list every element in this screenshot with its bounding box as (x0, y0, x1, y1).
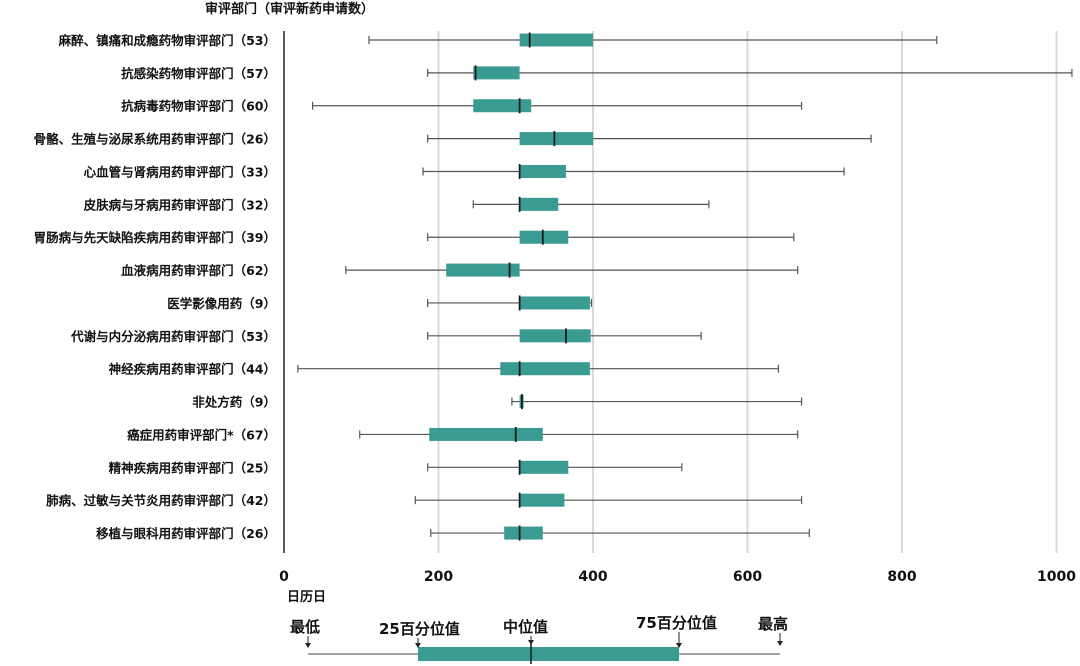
x-tick-label: 400 (578, 569, 607, 585)
box-plot-row (427, 229, 795, 245)
iqr-box (429, 427, 543, 441)
category-label: 神经疾病用药审评部门（44） (109, 362, 276, 377)
box-plot-row (430, 525, 810, 541)
category-label: 胃肠病与先天缺陷疾病用药审评部门（39） (34, 230, 276, 245)
legend-q3-label: 75百分位值 (636, 614, 717, 632)
category-label: 抗病毒药物审评部门（60） (121, 99, 276, 114)
category-label: 肺病、过敏与关节炎用药审评部门（42） (46, 493, 276, 508)
category-labels: 麻醉、镇痛和成瘾药物审评部门（53） 抗感染药物审评部门（57） 抗病毒药物审评部门… (34, 33, 276, 541)
box-plot-row (427, 328, 702, 344)
iqr-box (504, 526, 543, 540)
legend-min-arrowhead (305, 643, 311, 648)
legend: 最低 25百分位值 中位值 75百分位值 最高 (290, 614, 788, 664)
category-label: 医学影像用药（9） (167, 296, 276, 311)
category-label: 代谢与内分泌病用药审评部门（53） (70, 329, 276, 344)
legend-box (418, 647, 679, 661)
box-plot-row (511, 394, 803, 410)
box-plot-row (414, 492, 803, 508)
category-label: 心血管与肾病用药审评部门（33） (84, 164, 276, 179)
legend-median-label: 中位值 (503, 618, 548, 636)
x-tick-label: 0 (279, 569, 289, 585)
iqr-box (519, 33, 593, 47)
iqr-box (519, 132, 593, 146)
box-plot-row (368, 32, 938, 48)
box-plot-row (427, 65, 1073, 81)
box-plot-row (359, 426, 799, 442)
category-label: 皮肤病与牙病用药审评部门（32） (83, 197, 276, 212)
iqr-box (519, 230, 569, 244)
iqr-box (519, 493, 565, 507)
box-plot-row (427, 131, 872, 147)
box-plot-row (427, 295, 593, 311)
box-plots (297, 32, 1073, 541)
legend-q3-arrowhead (676, 643, 682, 648)
iqr-box (519, 460, 569, 474)
category-label: 癌症用药审评部门*（67） (127, 427, 276, 442)
x-tick-label: 200 (424, 569, 453, 585)
iqr-box (473, 66, 520, 80)
category-label: 非处方药（9） (192, 395, 276, 410)
legend-min-label: 最低 (290, 618, 320, 636)
grid-lines (437, 31, 1058, 553)
legend-q1-arrowhead (415, 643, 421, 648)
legend-max-arrowhead (777, 641, 783, 646)
y-axis-title: 审评部门（审评新药申请数） (205, 1, 374, 17)
box-plot-row (297, 361, 780, 377)
legend-median-arrowhead (528, 640, 534, 645)
category-label: 移植与眼科用药审评部门（26） (96, 526, 276, 541)
category-label: 抗感染药物审评部门（57） (121, 66, 276, 81)
x-tick-label: 1000 (1037, 569, 1076, 585)
iqr-box (519, 296, 590, 310)
box-plot-row (422, 163, 845, 179)
legend-max-label: 最高 (758, 615, 788, 633)
x-tick-label: 600 (733, 569, 762, 585)
category-label: 麻醉、镇痛和成瘾药物审评部门（53） (58, 33, 276, 48)
category-label: 精神疾病用药审评部门（25） (109, 460, 276, 475)
iqr-box (473, 99, 532, 113)
box-plot-row (311, 98, 803, 114)
box-plot-row (472, 196, 710, 212)
iqr-box (500, 362, 590, 376)
iqr-box (519, 164, 566, 178)
category-label: 骨骼、生殖与泌尿系统用药审评部门（26） (34, 132, 276, 147)
x-axis-title: 日历日 (287, 590, 326, 605)
box-plot-row (345, 262, 799, 278)
iqr-box (519, 197, 559, 211)
category-label: 血液病用药审评部门（62） (121, 263, 276, 278)
box-plot-row (427, 459, 683, 475)
x-tick-label: 800 (887, 569, 916, 585)
x-tick-labels: 0 200 400 600 800 1000 (279, 569, 1076, 585)
iqr-box (519, 329, 591, 343)
legend-q1-label: 25百分位值 (379, 620, 460, 638)
iqr-box (446, 263, 520, 277)
